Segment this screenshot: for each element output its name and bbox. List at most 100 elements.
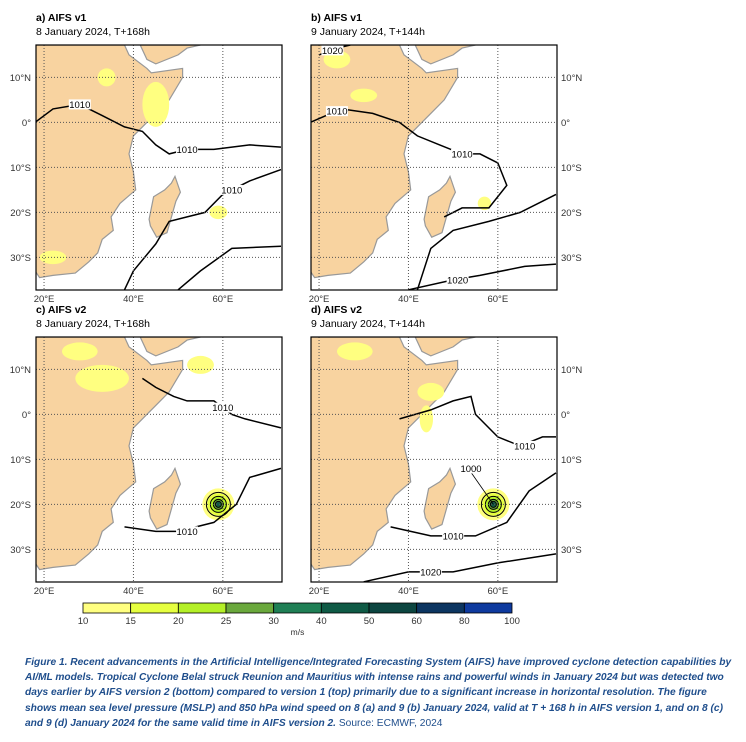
madagascar-landmass <box>423 174 457 238</box>
panel-subtitle: 8 January 2024, T+168h <box>36 318 150 330</box>
latitude-label: 0° <box>22 118 31 129</box>
wind-speed-area <box>142 81 170 127</box>
colorbar-unit: m/s <box>290 627 305 637</box>
panel-subtitle: 9 January 2024, T+144h <box>311 26 425 38</box>
wind-speed-area <box>477 196 492 211</box>
wind-speed-area <box>187 355 214 374</box>
wind-speed-area <box>350 88 378 103</box>
colorbar-segment <box>177 602 227 614</box>
latitude-label: 30°S <box>10 545 31 556</box>
colorbar-tick-label: 60 <box>411 616 422 627</box>
cyclone-isobar <box>489 500 497 508</box>
panel-title: b) AIFS v1 <box>311 12 362 24</box>
isobar-label: 1020 <box>322 46 343 57</box>
colorbar-tick-label: 80 <box>459 616 470 627</box>
caption-text: Figure 1. Recent advancements in the Art… <box>25 657 732 729</box>
wind-speed-area <box>417 382 445 401</box>
longitude-label: 60°E <box>212 586 233 597</box>
colorbar-segment <box>368 602 418 614</box>
latitude-label: 30°S <box>10 253 31 264</box>
colorbar-tick-label: 25 <box>220 616 232 627</box>
colorbar-tick-label: 100 <box>504 616 520 627</box>
longitude-label: 20°E <box>34 586 55 597</box>
latitude-label: 30°S <box>561 253 582 264</box>
map-panels: 1010 1010 1010 10°N 0° 10°S 20°S 30°S 20°E 40°E 60… <box>10 44 582 614</box>
cyclone-isobar <box>205 491 231 517</box>
latitude-label: 0° <box>561 410 570 421</box>
madagascar-landmass <box>148 174 182 238</box>
isobar-contour <box>124 467 282 533</box>
map-panel-d: 1010 1010 1020 1000 10°N 0° 10°S 20°S 30°S 20°E 40… <box>309 336 582 597</box>
latitude-label: 20°S <box>10 208 31 219</box>
isobar-label: 1010 <box>221 185 242 196</box>
latitude-label: 10°N <box>561 365 582 376</box>
madagascar-landmass <box>423 466 457 530</box>
isobar-label: 1010 <box>514 441 535 452</box>
cyclone-wind-area <box>215 501 221 507</box>
latitude-label: 10°N <box>10 365 31 376</box>
wind-speed-area <box>336 342 373 361</box>
panel-title: c) AIFS v2 <box>36 304 87 316</box>
latitude-label: 10°S <box>10 163 31 174</box>
latitude-label: 20°S <box>561 500 582 511</box>
latitude-label: 20°S <box>10 500 31 511</box>
wind-speed-area <box>75 364 129 392</box>
longitude-label: 40°E <box>398 294 419 305</box>
colorbar-segment <box>320 602 370 614</box>
colorbar-segment <box>273 602 322 614</box>
longitude-label: 20°E <box>309 294 330 305</box>
latitude-label: 0° <box>22 410 31 421</box>
longitude-label: 40°E <box>123 586 144 597</box>
isobar-label: 1010 <box>326 107 347 118</box>
longitude-label: 20°E <box>309 586 330 597</box>
longitude-label: 60°E <box>212 294 233 305</box>
isobar-label: 1000 <box>460 464 481 475</box>
map-panel-a: 1010 1010 1010 10°N 0° 10°S 20°S 30°S 20°E 40°E 60… <box>10 44 283 305</box>
map-frame <box>310 336 558 583</box>
isobar-contour <box>416 193 557 290</box>
longitude-label: 60°E <box>487 586 508 597</box>
latitude-label: 10°N <box>10 73 31 84</box>
longitude-label: 20°E <box>34 294 55 305</box>
isobar-label: 1010 <box>443 531 464 542</box>
isobar-label: 1010 <box>452 149 473 160</box>
wind-speed-area <box>39 250 67 265</box>
longitude-label: 40°E <box>123 294 144 305</box>
map-frame <box>310 44 558 291</box>
wind-speed-area <box>97 68 116 87</box>
figure-caption: Figure 1. Recent advancements in the Art… <box>25 655 740 731</box>
isobar-label: 1010 <box>177 145 198 156</box>
colorbar-tick-label: 10 <box>77 616 89 627</box>
panel-title: d) AIFS v2 <box>311 304 362 316</box>
isobar-contour <box>408 263 557 290</box>
panel-title: a) AIFS v1 <box>36 12 87 24</box>
isobar-contour <box>363 553 557 582</box>
colorbar-segment <box>82 602 132 614</box>
madagascar-landmass <box>148 466 182 530</box>
latitude-label: 30°S <box>561 545 582 556</box>
colorbar-tick-label: 30 <box>268 616 279 627</box>
caption-source: Source: ECMWF, 2024 <box>338 717 443 729</box>
map-frame <box>35 44 283 291</box>
isobar-label: 1020 <box>447 275 468 286</box>
colorbar-segment <box>225 602 275 614</box>
colorbar-tick-label: 40 <box>316 616 327 627</box>
latitude-label: 10°S <box>561 163 582 174</box>
colorbar-segment <box>463 602 513 614</box>
arabia-landmass <box>139 45 201 65</box>
colorbar-tick-label: 15 <box>125 616 136 627</box>
map-panel-c: 1010 1010 10°N 0° 10°S 20°S 30°S 20°E 40°E 60°E <box>10 336 283 597</box>
panel-subtitle: 8 January 2024, T+168h <box>36 26 150 38</box>
latitude-label: 10°S <box>561 455 582 466</box>
latitude-label: 10°N <box>561 73 582 84</box>
cyclone-isobar <box>480 491 506 517</box>
colorbar-tick-label: 20 <box>173 616 184 627</box>
isobar-label: 1010 <box>69 100 90 111</box>
panel-subtitle: 9 January 2024, T+144h <box>311 318 425 330</box>
colorbar-segment <box>416 602 465 614</box>
isobar-label: 1010 <box>212 403 233 414</box>
wind-speed-area <box>209 205 228 220</box>
colorbar-tick-label: 50 <box>363 616 375 627</box>
isobar-label: 1010 <box>177 527 198 538</box>
